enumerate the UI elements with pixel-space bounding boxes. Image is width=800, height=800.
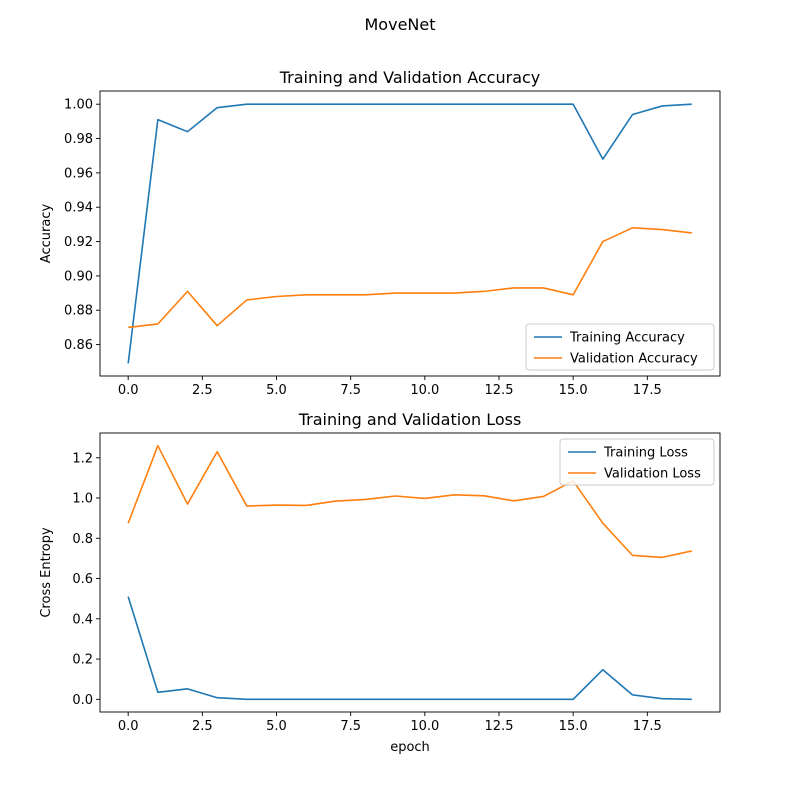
loss-chart: Training and Validation Loss 0.0 2.5 5.0 7.5… <box>39 410 721 755</box>
loss-x-tick-label: 2.5 <box>192 719 213 734</box>
loss-y-tick-label: 0.2 <box>72 653 93 668</box>
figure-suptitle: MoveNet <box>365 15 436 34</box>
accuracy-x-tick-label: 17.5 <box>633 383 662 398</box>
accuracy-x-tick-label: 5.0 <box>266 383 287 398</box>
accuracy-axes-frame <box>99 90 721 377</box>
accuracy-y-tick-label: 0.94 <box>64 201 93 216</box>
loss-axes-frame <box>99 432 721 713</box>
accuracy-y-tick-label: 1.00 <box>64 98 93 113</box>
accuracy-y-tick-label: 0.92 <box>64 235 93 250</box>
loss-x-tick-label: 0.0 <box>118 719 139 734</box>
accuracy-x-tick-label: 15.0 <box>559 383 588 398</box>
loss-x-tick-label: 15.0 <box>559 719 588 734</box>
accuracy-y-tick-label: 0.90 <box>64 269 93 284</box>
loss-y-axis-label: Cross Entropy <box>39 527 54 618</box>
loss-legend: Training Loss Validation Loss <box>559 438 715 486</box>
loss-legend-box <box>559 438 715 486</box>
accuracy-legend-entry: Training Accuracy <box>569 331 685 346</box>
loss-y-tick-label: 1.0 <box>72 492 93 507</box>
loss-y-tick-label: 0.0 <box>72 693 93 708</box>
accuracy-legend: Training Accuracy Validation Accuracy <box>525 323 715 371</box>
accuracy-legend-entry: Validation Accuracy <box>570 352 698 367</box>
accuracy-series-line-validation-accuracy <box>128 227 692 329</box>
accuracy-y-tick-label: 0.96 <box>64 166 93 181</box>
accuracy-y-axis-label: Accuracy <box>39 204 54 264</box>
loss-x-axis-label: epoch <box>390 740 430 755</box>
loss-x-tick-label: 12.5 <box>485 719 514 734</box>
accuracy-x-tick-label: 12.5 <box>485 383 514 398</box>
loss-legend-entry: Training Loss <box>603 446 688 461</box>
loss-y-tick-label: 0.4 <box>72 612 93 627</box>
accuracy-x-tick-label: 0.0 <box>118 383 139 398</box>
loss-chart-title: Training and Validation Loss <box>298 410 522 429</box>
loss-y-tick-label: 1.2 <box>72 451 93 466</box>
accuracy-y-tick-label: 0.98 <box>64 132 93 147</box>
loss-series-line-training-loss <box>127 596 692 701</box>
accuracy-series-line-training-accuracy <box>127 103 692 364</box>
loss-y-tick-label: 0.8 <box>72 532 93 547</box>
accuracy-legend-box <box>525 323 715 371</box>
loss-x-tick-label: 17.5 <box>633 719 662 734</box>
loss-x-tick-label: 7.5 <box>340 719 361 734</box>
loss-x-tick-label: 5.0 <box>266 719 287 734</box>
loss-x-tick-label: 10.0 <box>410 719 439 734</box>
accuracy-chart: Training and Validation Accuracy 0.0 2.5 5.… <box>39 68 721 398</box>
loss-legend-entry: Validation Loss <box>604 467 701 482</box>
accuracy-chart-title: Training and Validation Accuracy <box>279 68 541 87</box>
accuracy-y-tick-label: 0.88 <box>64 304 93 319</box>
accuracy-x-tick-label: 10.0 <box>410 383 439 398</box>
accuracy-x-tick-label: 7.5 <box>340 383 361 398</box>
loss-series-line-validation-loss <box>127 444 692 559</box>
loss-y-tick-label: 0.6 <box>72 572 93 587</box>
accuracy-x-tick-label: 2.5 <box>192 383 213 398</box>
accuracy-y-tick-label: 0.86 <box>64 338 93 353</box>
